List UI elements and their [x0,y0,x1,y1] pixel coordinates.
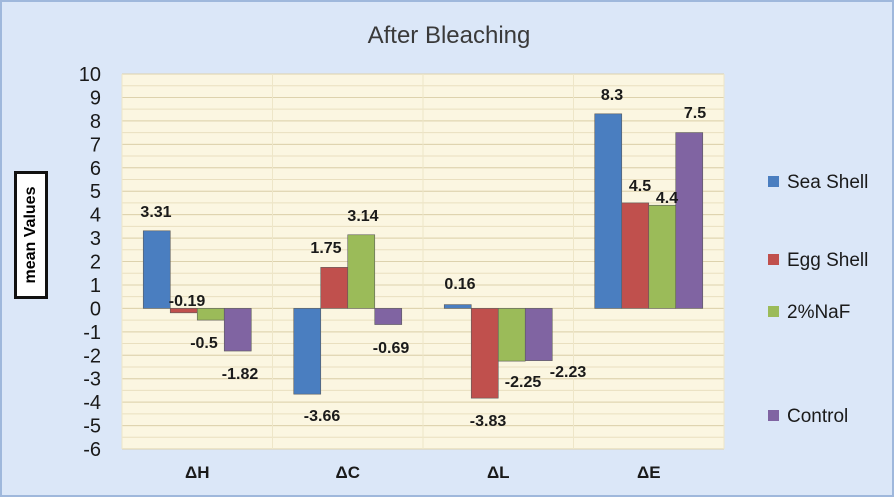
data-label: 7.5 [684,105,706,122]
y-tick-label: 0 [90,298,101,320]
bar-2-naf [497,308,526,362]
y-tick-label: 1 [90,275,101,297]
y-tick-label: 6 [90,158,101,180]
legend-swatch [768,306,779,318]
x-tick-label: ΔH [185,463,210,482]
bar-2-naf [648,204,677,309]
y-tick-label: -3 [83,369,101,391]
bar-control [675,132,704,309]
y-tick-label: -5 [83,416,101,438]
bar-sea-shell [293,308,322,395]
data-label: -0.5 [190,335,218,352]
data-label: 3.14 [347,208,378,225]
y-tick-label: 7 [90,134,101,156]
bar-sea-shell [594,113,623,309]
legend-swatch [768,254,779,266]
data-label: -2.23 [550,364,587,381]
y-tick-label: 4 [90,205,101,227]
y-tick-label: -6 [83,439,101,461]
y-tick-label: 8 [90,111,101,133]
bar-sea-shell [443,304,472,309]
legend-item: Egg Shell [768,250,868,272]
y-tick-label: 9 [90,87,101,109]
x-tick-label: ΔL [487,463,510,482]
legend-swatch [768,176,779,188]
data-label: -3.83 [470,413,507,430]
bar-control [223,308,252,352]
data-label: -3.66 [304,408,341,425]
y-tick-label: 10 [79,64,101,86]
data-label: 1.75 [310,240,341,257]
legend-item: 2%NaF [768,302,850,324]
data-label: 0.16 [444,276,475,293]
legend-item: Control [768,406,848,428]
chart-title: After Bleaching [367,22,531,49]
x-tick-label: ΔC [336,463,361,482]
y-tick-label: -2 [83,345,101,367]
y-axis-label-box: mean Values [14,171,48,299]
bar-2-naf [347,234,376,309]
bar-egg-shell [621,202,650,309]
data-label: 4.5 [629,178,651,195]
y-tick-label: 3 [90,228,101,250]
bar-control [374,308,403,325]
data-label: -1.82 [222,366,259,383]
legend-label: Egg Shell [787,250,869,271]
data-label: -0.69 [373,340,410,357]
legend-label: Control [787,406,849,427]
bar-egg-shell [320,267,349,309]
legend-item: Sea Shell [768,172,868,194]
legend-label: 2%NaF [787,302,851,323]
data-label: 3.31 [140,204,171,221]
y-tick-label: -1 [83,322,101,344]
x-tick-label: ΔE [637,463,661,482]
data-label: -0.19 [169,293,206,310]
data-label: 8.3 [601,87,623,104]
y-tick-label: 5 [90,181,101,203]
bar-control [524,308,553,361]
bar-egg-shell [470,308,499,399]
data-label: 4.4 [656,190,678,207]
y-tick-label: 2 [90,252,101,274]
legend-swatch [768,410,779,422]
y-tick-label: -4 [83,392,101,414]
y-axis-label: mean Values [22,186,39,284]
bar-sea-shell [142,230,171,309]
bar-2-naf [196,308,225,321]
legend-label: Sea Shell [787,172,869,193]
data-label: -2.25 [505,374,542,391]
